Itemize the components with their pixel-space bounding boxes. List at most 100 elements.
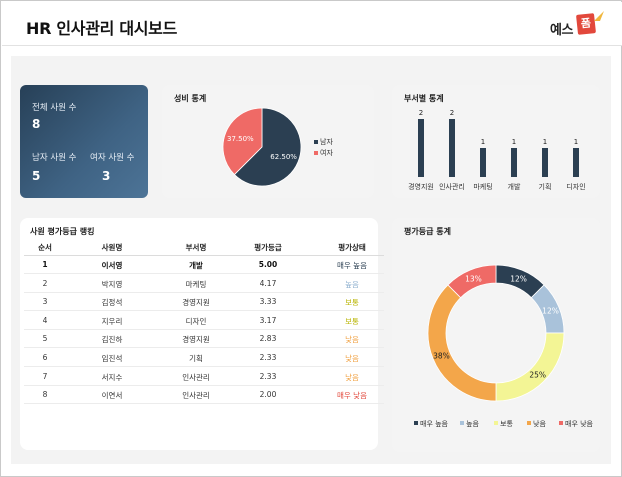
table-row: 3 김정석 경영지원 3.33 보통 [24,293,384,312]
rank-cell: 6 [42,353,48,362]
grade-slice-label-4: 13% [465,274,482,283]
rank-cell: 3 [42,297,48,307]
dept-category-label-1: 인사관리 [439,182,465,191]
table-row: 6 임진석 기획 2.33 낮음 [24,349,384,367]
grade-legend-label-0: 매우 높음 [420,420,449,428]
dept-category-label-3: 개발 [508,182,521,191]
dept-category-label-2: 마케팅 [473,182,492,191]
status-cell: 보통 [345,298,359,308]
score-cell: 3.33 [259,297,277,307]
gender-stats-title: 성비 통계 [174,94,207,103]
dept-cell: 경영지원 [182,335,210,345]
grade-legend-swatch-2 [494,421,498,425]
female-employees-value: 3 [102,169,111,183]
dept-bar-4 [542,148,548,177]
column-header: 평가상태 [338,243,366,252]
employee-count-card: 전체 사원 수 8 남자 사원 수 5 여자 사원 수 3 [20,85,148,198]
status-cell: 낮음 [345,372,359,382]
dept-bar-value-4: 1 [543,138,547,146]
header-bar: HR 인사관리 대시보드 예스 폼 [2,2,622,46]
dept-bar-value-1: 2 [450,109,454,117]
score-cell: 2.33 [259,371,277,381]
legend-male: 남자 [314,137,333,147]
name-cell: 이서영 [101,261,123,270]
female-employees-label: 여자 사원 수 [90,153,135,163]
dept-cell: 디자인 [185,316,207,326]
grade-legend-label-1: 높음 [466,420,479,428]
grade-legend-label-4: 매우 낮음 [565,419,594,428]
name-cell: 김진하 [101,335,123,345]
score-cell: 5.00 [258,260,278,269]
rank-cell: 8 [42,390,48,400]
dept-bar-value-2: 1 [481,138,485,146]
table-row: 8 이연서 인사관리 2.00 매우 낮음 [24,386,384,405]
grade-stats-title: 평가등급 통계 [404,227,451,236]
status-cell: 낮음 [345,335,359,345]
legend-female-swatch [314,151,318,155]
legend-female: 여자 [314,148,333,158]
column-header: 부서명 [185,243,207,252]
page-title: HR 인사관리 대시보드 [26,19,178,38]
dept-category-label-5: 디자인 [566,182,585,191]
grade-stats-card: 평가등급 통계 12% 12% 25% 38% 13% 매우 높음 높음 보통 낮음 매우 낮음 [392,218,600,452]
grade-slice-label-0: 12% [510,274,527,283]
grade-legend-swatch-0 [414,421,418,425]
gender-stats-card: 성비 통계 62.50% 37.50% 남자 여자 [162,85,374,198]
grade-slice-3 [427,284,497,402]
rank-cell: 7 [42,371,48,381]
dept-stats-card: 부서별 통계 2 경영지원 2 인사관리 1 마케팅 1 개발 1 기획 1 디자인 [392,85,600,198]
ranking-title: 사원 평가등급 랭킹 [30,227,95,236]
gender-pie-chart: 62.50% 37.50% [222,107,302,187]
score-cell: 2.00 [259,390,277,400]
name-cell: 지우리 [101,316,123,326]
rank-cell: 2 [42,278,48,288]
name-cell: 서지수 [101,372,123,382]
dept-bar-value-0: 2 [419,109,423,117]
score-cell: 3.17 [259,315,277,325]
dept-cell: 인사관리 [182,391,210,401]
grade-slice-label-1: 12% [542,306,559,315]
grade-slice-label-3: 38% [433,352,450,361]
total-employees-label: 전체 사원 수 [32,103,77,113]
grade-legend-label-2: 보통 [500,420,513,428]
dept-bar-3 [511,148,517,177]
gender-slice-label-0: 62.50% [270,153,297,161]
male-employees-value: 5 [32,169,41,183]
table-row: 2 박지영 마케팅 4.17 높음 [24,275,384,293]
dept-bar-1 [449,119,455,177]
logo-box: 폼 [576,13,596,35]
status-cell: 매우 높음 [337,261,367,270]
status-cell: 높음 [345,279,359,289]
grade-slice-4 [447,264,497,299]
legend-male-swatch [314,140,318,144]
table-row: 7 서지수 인사관리 2.33 낮음 [24,368,384,386]
dept-category-label-0: 경영지원 [408,182,434,191]
status-cell: 매우 낮음 [337,391,367,401]
score-cell: 4.17 [259,278,277,288]
brand-logo: 예스 폼 [550,11,606,38]
dept-stats-title: 부서별 통계 [404,94,444,103]
ranking-card: 사원 평가등급 랭킹 순서 사원명 부서명 평가등급 평가상태 1 이서영 개발 5.00 매우 … [20,218,384,450]
dept-bar-2 [480,148,486,177]
dept-bar-chart: 2 경영지원 2 인사관리 1 마케팅 1 개발 1 기획 1 디자인 [408,109,586,191]
dept-category-label-4: 기획 [539,182,552,191]
table-header: 순서 사원명 부서명 평가등급 평가상태 [24,238,384,256]
gender-slice-0 [233,107,302,187]
grade-slice-label-2: 25% [529,371,546,380]
grade-legend-swatch-3 [527,421,531,425]
grade-legend-label-3: 낮음 [533,419,546,428]
table-row: 4 지우리 디자인 3.17 보통 [24,312,384,330]
logo-accent-icon [594,11,604,21]
rank-cell: 1 [42,260,48,269]
grade-legend-swatch-4 [559,421,563,425]
name-cell: 박지영 [101,279,123,289]
name-cell: 임진석 [101,354,123,363]
name-cell: 이연서 [101,391,123,401]
dept-bar-value-3: 1 [512,138,516,146]
table-row: 5 김진하 경영지원 2.83 낮음 [24,330,384,349]
name-cell: 김정석 [101,298,123,308]
grade-donut-chart: 12% 12% 25% 38% 13% 매우 높음 높음 보통 낮음 매우 낮음 [414,264,594,428]
legend-male-label: 남자 [320,138,333,146]
dept-bar-5 [573,148,579,177]
status-cell: 낮음 [345,354,359,363]
